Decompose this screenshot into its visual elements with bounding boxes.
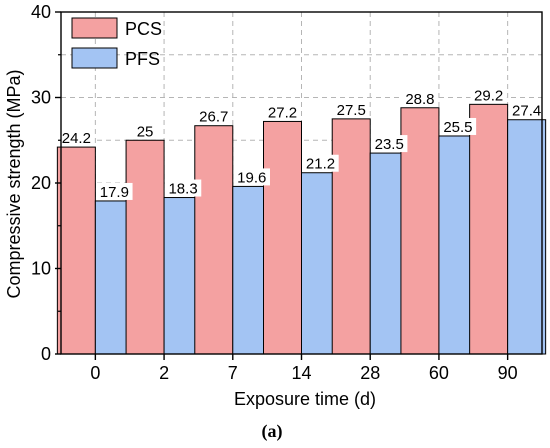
axes: 0 10 20 30 40 0 2 7 14 28 60 90 [31, 2, 543, 383]
bars [56, 103, 547, 355]
data-label-pcs-7: 26.7 [199, 109, 228, 126]
data-label-pfs-60: 25.5 [443, 119, 472, 136]
figure-caption: (a) [262, 421, 283, 442]
data-labels: 24.2 17.9 25 18.3 26.7 19.6 27.2 21.2 27.5 23.5 28… [58, 86, 545, 201]
legend-label-pcs: PCS [125, 19, 162, 39]
data-label-bg [302, 154, 339, 172]
bar-pcs-2 [125, 139, 165, 355]
legend: PCS PFS [71, 17, 162, 69]
data-label-bg [164, 179, 202, 197]
data-label-pcs-2: 25 [137, 123, 154, 140]
data-label-bg [333, 100, 370, 118]
y-tick-label: 30 [31, 88, 51, 108]
x-tick-label: 14 [291, 363, 311, 383]
bar-pcs-0 [56, 146, 96, 355]
data-label-pfs-14: 21.2 [306, 156, 335, 173]
x-tick-label: 90 [498, 363, 518, 383]
data-label-bg [233, 168, 270, 186]
data-label-pcs-0: 24.2 [62, 130, 91, 147]
data-label-pfs-0: 17.9 [100, 184, 129, 201]
data-label-bg [264, 103, 301, 121]
bar-pfs-90 [507, 119, 547, 355]
x-tick-label: 2 [159, 363, 169, 383]
data-label-bg [470, 86, 507, 104]
y-tick-label: 40 [31, 2, 51, 22]
data-label-pfs-90: 27.4 [512, 103, 541, 120]
legend-swatch-pcs [71, 17, 118, 39]
data-label-bg [58, 129, 95, 147]
data-label-bg [135, 122, 155, 140]
y-axis-title: Compressive strength (MPa) [4, 69, 24, 298]
bar-pcs-28 [331, 118, 371, 355]
x-tick-label: 0 [90, 363, 100, 383]
data-label-pcs-28: 27.5 [337, 102, 366, 119]
data-label-pcs-60: 28.8 [405, 91, 434, 108]
data-label-pfs-7: 19.6 [237, 169, 266, 186]
legend-swatch-pfs [71, 47, 118, 69]
data-label-bg [439, 117, 477, 135]
data-label-pfs-28: 23.5 [375, 136, 404, 153]
y-tick-label: 10 [31, 259, 51, 279]
x-axis-title: Exposure time (d) [234, 389, 376, 409]
y-tick-label: 20 [31, 173, 51, 193]
bar-pcs-7 [194, 125, 234, 355]
x-tick-label: 7 [228, 363, 238, 383]
data-label-bg [195, 107, 232, 125]
bar-pcs-14 [263, 120, 302, 355]
data-label-bg [96, 182, 133, 200]
data-label-pfs-2: 18.3 [168, 181, 197, 198]
bar-pcs-90 [469, 103, 509, 355]
x-tick-label: 60 [429, 363, 449, 383]
data-label-pcs-14: 27.2 [268, 104, 297, 121]
data-label-bg [508, 101, 545, 119]
data-label-pcs-90: 29.2 [474, 87, 503, 104]
data-label-bg [401, 89, 439, 107]
x-tick-label: 28 [360, 363, 380, 383]
legend-label-pfs: PFS [125, 49, 160, 69]
data-label-bg [371, 135, 408, 153]
y-tick-label: 0 [41, 344, 51, 364]
